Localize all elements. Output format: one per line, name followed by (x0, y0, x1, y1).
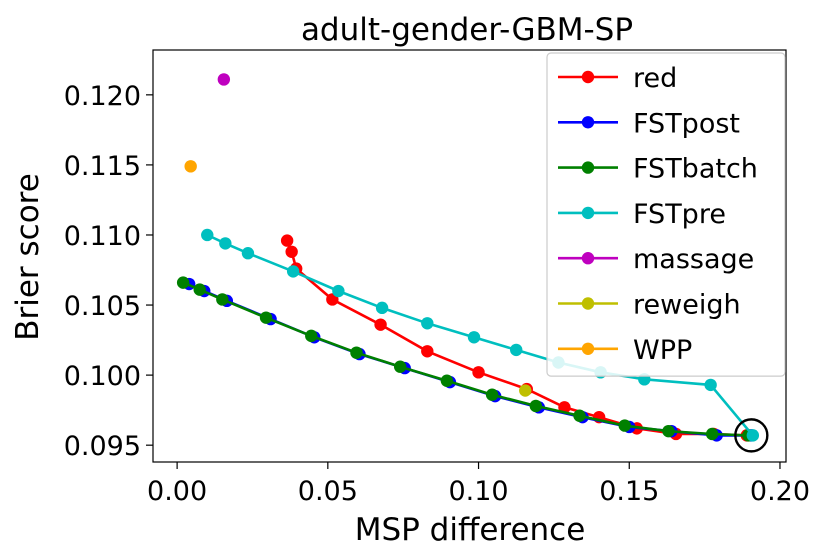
y-tick-label: 0.095 (64, 431, 141, 462)
series-FSTbatch (176, 276, 755, 442)
y-tick-label: 0.115 (64, 151, 141, 182)
data-point-FSTbatch (705, 427, 719, 441)
data-point-FSTpre (201, 228, 214, 242)
data-point-FSTpre (746, 429, 760, 442)
legend-marker-WPP (581, 342, 595, 355)
data-point-reweigh (519, 384, 532, 397)
legend-marker-FSTpost (581, 116, 595, 129)
data-point-red (421, 345, 434, 358)
series-WPP (184, 160, 197, 173)
data-point-red (374, 318, 387, 331)
y-tick-label: 0.100 (64, 361, 141, 392)
data-point-red (285, 245, 298, 258)
data-point-FSTpre (286, 265, 300, 278)
legend-label-reweigh: reweigh (633, 290, 741, 321)
data-point-FSTpre (704, 378, 717, 392)
legend-marker-FSTbatch (581, 161, 595, 174)
x-tick-label: 0.20 (750, 476, 810, 507)
data-point-FSTbatch (259, 311, 273, 324)
legend-entry-WPP: WPP (558, 335, 692, 366)
data-point-FSTbatch (193, 283, 206, 296)
data-point-FSTbatch (393, 360, 407, 373)
data-point-FSTpre (241, 246, 255, 260)
series-line-FSTpre (206, 233, 754, 437)
data-point-massage (217, 73, 231, 86)
data-point-FSTbatch (350, 346, 363, 359)
data-point-FSTbatch (176, 276, 190, 289)
x-tick-label: 0.05 (298, 476, 358, 507)
legend-entry-FSTpost: FSTpost (558, 108, 740, 139)
data-point-FSTpre (332, 284, 345, 298)
legend-box (546, 52, 786, 377)
data-point-FSTbatch (618, 419, 631, 432)
data-point-FSTpre (219, 237, 232, 250)
plot-frame (152, 49, 787, 463)
legend-entry-red: red (558, 63, 677, 94)
data-point-FSTbatch (305, 329, 318, 343)
data-point-FSTbatch (440, 374, 454, 387)
legend-entry-massage: massage (558, 244, 754, 275)
data-point-FSTpre (375, 301, 389, 315)
chart-title: adult-gender-GBM-SP (301, 12, 633, 48)
x-tick-label: 0.15 (599, 476, 659, 507)
legend-label-FSTpost: FSTpost (633, 108, 740, 139)
x-axis: 0.00 0.05 0.10 0.15 0.20 (147, 462, 810, 507)
series-reweigh (519, 384, 532, 397)
y-axis: 0.095 0.100 0.105 0.110 0.115 0.120 (64, 81, 153, 462)
data-point-red (280, 234, 294, 247)
legend-label-WPP: WPP (633, 335, 692, 366)
legend-marker-massage (581, 252, 595, 265)
data-point-FSTbatch (216, 293, 229, 306)
y-axis-label: Brier score (10, 173, 46, 341)
x-axis-label: MSP difference (355, 512, 586, 548)
data-point-FSTbatch (662, 424, 675, 438)
series-massage (217, 73, 231, 86)
legend-label-FSTpre: FSTpre (633, 199, 726, 230)
y-tick-label: 0.110 (64, 221, 141, 252)
legend-entry-reweigh: reweigh (558, 290, 741, 321)
legend-label-red: red (633, 63, 677, 94)
legend-marker-FSTpre (581, 206, 595, 220)
series-FSTpre (201, 228, 760, 442)
data-point-FSTbatch (529, 399, 543, 413)
data-point-WPP (184, 160, 197, 173)
x-tick-label: 0.10 (448, 476, 508, 507)
legend-label-FSTbatch: FSTbatch (633, 154, 758, 185)
data-point-FSTbatch (573, 409, 586, 422)
data-point-FSTpre (467, 331, 481, 344)
x-tick-label: 0.00 (147, 476, 207, 507)
y-tick-label: 0.105 (64, 291, 141, 322)
data-point-FSTpre (421, 317, 434, 330)
legend-marker-reweigh (581, 297, 595, 310)
legend-entry-FSTpre: FSTpre (558, 199, 726, 230)
legend-label-massage: massage (633, 244, 754, 275)
data-point-red (472, 366, 485, 379)
data-point-FSTpre (510, 343, 523, 357)
y-tick-label: 0.120 (64, 81, 141, 112)
legend: red FSTpost FSTbatch FSTpre massage reweigh WP… (546, 52, 786, 377)
legend-marker-red (581, 70, 595, 84)
highlight-circle (734, 418, 769, 453)
legend-entry-FSTbatch: FSTbatch (558, 154, 758, 185)
data-point-FSTbatch (485, 388, 499, 401)
